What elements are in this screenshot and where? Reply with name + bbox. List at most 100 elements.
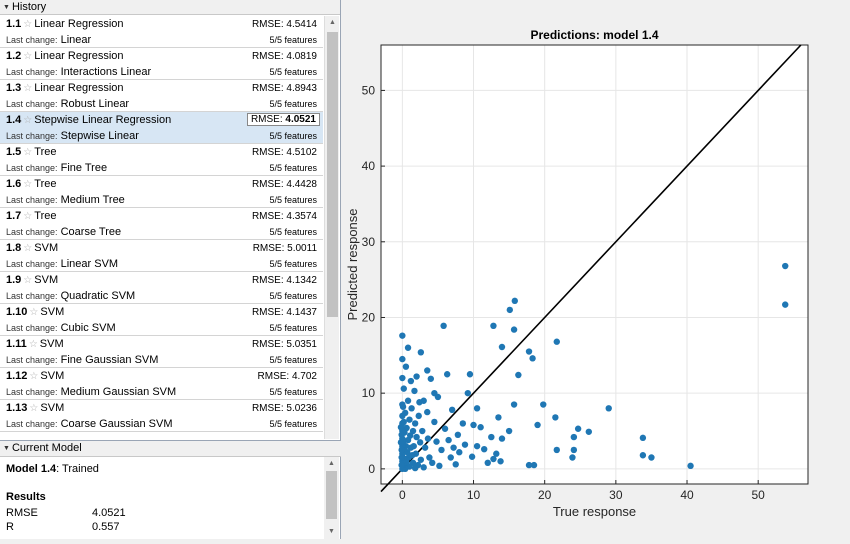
history-item[interactable]: 1.4 ☆ Stepwise Linear Regression Last chang… [0, 112, 323, 144]
rmse-value: 5.0236 [286, 403, 317, 414]
data-point [495, 414, 502, 421]
history-item[interactable]: 1.2 ☆ Linear Regression Last change: Intera… [0, 48, 323, 80]
metric-name: RMSE [6, 507, 38, 519]
rmse-label: RMSE: [257, 371, 290, 382]
last-change-value: Medium Tree [60, 194, 125, 206]
star-icon[interactable]: ☆ [23, 147, 33, 158]
model-type: Stepwise Linear Regression [34, 114, 172, 126]
star-icon[interactable]: ☆ [23, 115, 33, 126]
data-point [424, 367, 431, 374]
data-point [399, 332, 406, 339]
scroll-thumb[interactable] [326, 471, 337, 519]
collapse-caret-icon[interactable]: ▼ [3, 3, 10, 11]
star-icon[interactable]: ☆ [23, 179, 33, 190]
y-tick-label: 10 [362, 386, 376, 400]
y-tick-label: 0 [368, 462, 375, 476]
last-change-value: Interactions Linear [60, 66, 152, 78]
last-change: Last change: Fine Gaussian SVM [6, 354, 158, 366]
scroll-down-icon[interactable]: ▼ [328, 528, 335, 535]
data-point [429, 459, 436, 467]
scroll-up-icon[interactable]: ▲ [329, 19, 336, 26]
features-count: 5/5 features [269, 291, 317, 301]
model-number: 1.9 [6, 274, 22, 286]
rmse-value: 4.1342 [286, 275, 317, 286]
current-model-header[interactable]: ▼ Current Model [0, 440, 341, 457]
history-header[interactable]: ▼ History [0, 0, 340, 15]
scroll-up-icon[interactable]: ▲ [328, 460, 335, 467]
data-point [570, 433, 578, 441]
last-change-value: Robust Linear [60, 98, 130, 110]
features-count: 5/5 features [269, 99, 317, 109]
last-change: Last change: Robust Linear [6, 98, 129, 110]
data-point [427, 375, 435, 382]
data-point [424, 435, 432, 442]
history-item[interactable]: 1.10 ☆ SVM Last change: Cubic SVM RMSE: 4.14… [0, 304, 323, 336]
data-point [417, 456, 425, 463]
model-type: SVM [40, 306, 65, 318]
star-icon[interactable]: ☆ [29, 371, 39, 382]
current-model-scrollbar[interactable]: ▲ ▼ [324, 457, 339, 539]
data-point [540, 401, 547, 408]
rmse-value: 4.0819 [286, 51, 317, 62]
scroll-thumb[interactable] [327, 32, 338, 317]
star-icon[interactable]: ☆ [23, 211, 33, 222]
model-type: Tree [34, 178, 57, 190]
x-axis-label: True response [553, 504, 636, 519]
last-change-value: Coarse Tree [60, 226, 122, 238]
history-item[interactable]: 1.3 ☆ Linear Regression Last change: Robust… [0, 80, 323, 112]
data-point [404, 397, 412, 404]
star-icon[interactable]: ☆ [29, 403, 39, 414]
model-type: Linear Regression [34, 82, 124, 94]
star-icon[interactable]: ☆ [29, 307, 39, 318]
data-point [497, 458, 504, 465]
rmse-readout: RMSE: 4.1437 [252, 307, 317, 318]
model-title: 1.5 ☆ Tree [6, 146, 56, 158]
rmse-label: RMSE: [251, 339, 284, 350]
features-count: 5/5 features [269, 163, 317, 173]
history-item[interactable]: 1.1 ☆ Linear Regression Last change: Linear… [0, 16, 323, 48]
rmse-value: 5.0011 [287, 243, 317, 254]
history-item[interactable]: 1.9 ☆ SVM Last change: Quadratic SVM RMSE: 4… [0, 272, 323, 304]
history-item[interactable]: 1.13 ☆ SVM Last change: Coarse Gaussian SVM… [0, 400, 323, 432]
last-change: Last change: Stepwise Linear [6, 130, 139, 142]
data-point [431, 389, 438, 397]
history-item[interactable]: 1.7 ☆ Tree Last change: Coarse Tree RMSE: 4.… [0, 208, 323, 240]
x-tick-label: 40 [680, 488, 694, 502]
model-number: 1.7 [6, 210, 22, 222]
rmse-label: RMSE: [251, 83, 284, 94]
star-icon[interactable]: ☆ [23, 275, 33, 286]
data-point [399, 355, 406, 363]
history-item[interactable]: 1.11 ☆ SVM Last change: Fine Gaussian SVM RM… [0, 336, 323, 368]
data-point [639, 452, 647, 459]
data-point [436, 462, 443, 470]
star-icon[interactable]: ☆ [23, 51, 33, 62]
last-change: Last change: Linear [6, 34, 91, 46]
data-point [443, 371, 451, 378]
history-item[interactable]: 1.12 ☆ SVM Last change: Medium Gaussian SVM… [0, 368, 323, 400]
data-point [420, 464, 427, 471]
star-icon[interactable]: ☆ [23, 243, 33, 254]
data-point [529, 355, 536, 362]
features-count: 5/5 features [269, 419, 317, 429]
data-point [417, 349, 425, 356]
history-item[interactable]: 1.5 ☆ Tree Last change: Fine Tree RMSE: 4.51… [0, 144, 323, 176]
current-model-panel: Model 1.4: Trained Results RMSE 4.0521 R… [0, 457, 323, 539]
rmse-label: RMSE: [250, 114, 283, 125]
model-title: 1.2 ☆ Linear Regression [6, 50, 124, 62]
history-title: History [11, 0, 47, 13]
rmse-readout: RMSE: 4.5414 [252, 19, 317, 30]
history-item[interactable]: 1.8 ☆ SVM Last change: Linear SVM RMSE: 5.00… [0, 240, 323, 272]
star-icon[interactable]: ☆ [23, 19, 33, 30]
data-point [452, 461, 459, 468]
history-item[interactable]: 1.6 ☆ Tree Last change: Medium Tree RMSE: 4.… [0, 176, 323, 208]
model-type: Linear Regression [34, 50, 124, 62]
model-type: Tree [34, 210, 57, 222]
collapse-caret-icon[interactable]: ▼ [3, 445, 10, 452]
model-title: 1.4 ☆ Stepwise Linear Regression [6, 114, 171, 126]
star-icon[interactable]: ☆ [23, 83, 33, 94]
metric-value: 4.0521 [92, 507, 126, 519]
star-icon[interactable]: ☆ [28, 339, 38, 350]
data-point [605, 405, 612, 412]
last-change: Last change: Interactions Linear [6, 66, 151, 78]
history-scrollbar[interactable]: ▲ [324, 16, 339, 439]
